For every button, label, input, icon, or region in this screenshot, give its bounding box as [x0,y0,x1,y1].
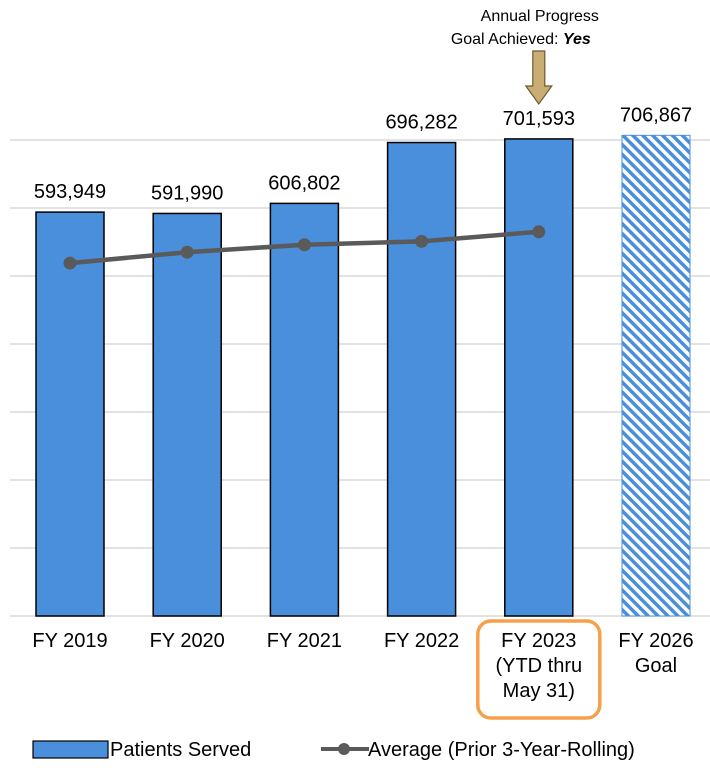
x-tick-label: FY 2022 [384,630,459,652]
data-label: 706,867 [620,104,692,126]
x-tick-label: FY 2026 [618,630,693,652]
data-label: 591,990 [151,182,223,204]
x-tick-label: FY 2021 [267,630,342,652]
average-point [415,234,429,248]
data-label: 606,802 [268,172,340,194]
annotation: Annual Progress Goal Achieved: Yes [451,8,599,106]
data-label: 701,593 [503,108,575,130]
legend-bar-swatch [32,740,109,759]
bar [386,141,457,617]
annotation-prefix: Goal Achieved: [451,31,563,48]
bar [35,211,105,617]
legend-label: Average (Prior 3-Year-Rolling) [368,739,635,761]
value-labels: 593,949 591,990 606,802 696,282 701,593 706,8… [34,104,692,204]
x-axis: FY 2019 FY 2020 FY 2021 FY 2022 FY 2023 (YTD … [32,619,694,720]
average-point [63,256,77,270]
x-tick-label: FY 2019 [32,630,107,652]
annotation-line-2: Goal Achieved: Yes [451,31,591,48]
goal-bar [621,134,691,617]
x-tick-label: FY 2020 [150,630,225,652]
average-point [180,245,194,259]
bar [269,202,340,617]
annotation-emphasis: Yes [563,31,591,48]
x-tick-label: FY 2023 [501,630,576,652]
x-tick-label: May 31) [503,680,575,702]
down-arrow-icon [524,50,553,106]
data-label: 696,282 [385,112,457,134]
gridlines [10,139,710,617]
x-tick-label: Goal [635,655,677,677]
average-point [532,225,546,239]
bars [35,134,691,617]
highlight-box [476,619,602,720]
bar [504,138,574,617]
legend: Patients Served Average (Prior 3-Year-Rol… [32,739,635,761]
x-tick-label: (YTD thru [495,655,582,677]
bar [152,212,222,617]
legend-point-swatch [338,743,350,755]
data-label: 593,949 [34,181,106,203]
legend-label: Patients Served [110,739,251,761]
average-line [63,225,546,270]
annotation-line-1: Annual Progress [481,8,599,25]
average-point [297,238,311,252]
